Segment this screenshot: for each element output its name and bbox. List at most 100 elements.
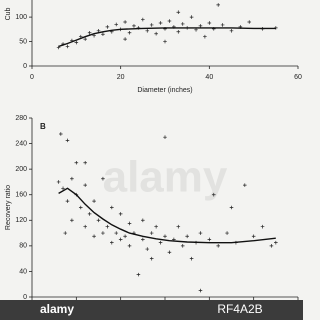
point — [61, 186, 65, 191]
point — [176, 29, 181, 34]
point — [123, 37, 127, 41]
point — [158, 21, 163, 25]
point — [87, 30, 92, 35]
x-tick-label: 20 — [117, 74, 125, 81]
point — [216, 244, 220, 248]
point — [101, 176, 105, 181]
point — [92, 234, 96, 239]
point — [123, 234, 127, 239]
y-axis-label: Recovery ratio — [5, 185, 12, 230]
point — [176, 224, 181, 229]
point — [216, 3, 220, 7]
point — [127, 30, 132, 35]
point — [220, 23, 225, 27]
point — [229, 205, 234, 210]
point — [132, 24, 136, 28]
point — [198, 231, 203, 235]
point — [114, 231, 119, 235]
point — [149, 23, 154, 27]
y-tick-label: 0 — [23, 63, 27, 70]
x-tick-label: 40 — [205, 74, 213, 81]
point — [207, 237, 212, 242]
y-axis-label: Cub — [5, 7, 12, 20]
point — [59, 132, 63, 136]
panel-label: B — [40, 122, 46, 131]
point — [141, 17, 145, 22]
point — [154, 224, 158, 229]
point — [114, 22, 119, 27]
point — [189, 15, 194, 19]
figure: alamy 0 50 100 0 20 40 60 Diameter (inches) Cub 0… — [0, 0, 303, 320]
x-tick-label: 0 — [30, 74, 34, 81]
point — [149, 231, 154, 235]
point — [123, 20, 127, 24]
point — [229, 29, 234, 33]
point — [92, 199, 96, 203]
x-tick-label: 60 — [294, 74, 302, 81]
y-tick-label: 100 — [15, 14, 27, 21]
y-tick-label: 240 — [15, 140, 27, 147]
y-tick-label: 50 — [19, 38, 27, 45]
point — [269, 244, 274, 248]
point — [141, 218, 145, 223]
point — [110, 240, 114, 245]
watermark-code: RF4A2B — [217, 302, 262, 316]
point — [180, 22, 185, 26]
point — [63, 231, 68, 235]
point — [243, 183, 247, 187]
point — [127, 244, 132, 248]
point — [56, 180, 61, 184]
point — [65, 199, 70, 203]
point — [203, 34, 207, 39]
point — [145, 247, 150, 251]
point — [127, 221, 132, 226]
point — [251, 234, 256, 239]
point — [96, 218, 101, 223]
point — [101, 231, 105, 235]
point — [78, 205, 83, 210]
point — [101, 32, 105, 37]
point — [167, 250, 172, 255]
point — [163, 234, 167, 239]
axis-frame — [31, 0, 298, 67]
point — [158, 240, 163, 245]
point — [74, 40, 79, 45]
point — [96, 29, 101, 33]
point — [260, 224, 265, 229]
point — [65, 138, 70, 143]
point — [274, 240, 278, 245]
point — [207, 21, 212, 25]
point — [145, 29, 150, 33]
axis-frame — [31, 118, 298, 298]
point — [163, 39, 167, 44]
point — [83, 224, 87, 229]
x-axis-label: Diameter (inches) — [137, 87, 192, 94]
point — [154, 31, 158, 36]
point — [83, 37, 87, 41]
watermark-brand: alamy — [103, 153, 228, 202]
point — [247, 20, 252, 24]
watermark-bar — [0, 300, 303, 320]
point — [211, 192, 216, 197]
point — [180, 244, 185, 248]
watermark-logo: alamy — [40, 302, 74, 316]
point — [118, 212, 123, 216]
point — [163, 135, 167, 139]
point — [189, 256, 194, 261]
y-tick-label: 280 — [15, 115, 27, 122]
point — [176, 10, 181, 15]
y-tick-label: 200 — [15, 166, 27, 173]
point — [167, 19, 172, 23]
point — [83, 183, 87, 187]
point — [65, 44, 70, 49]
point — [87, 212, 92, 216]
point — [194, 28, 198, 32]
point — [105, 25, 110, 29]
point — [198, 288, 203, 293]
fit-line — [58, 187, 276, 244]
point — [141, 237, 145, 242]
fit-line — [58, 27, 276, 48]
y-tick-label: 160 — [15, 192, 27, 199]
point — [70, 218, 74, 223]
point — [136, 272, 141, 277]
